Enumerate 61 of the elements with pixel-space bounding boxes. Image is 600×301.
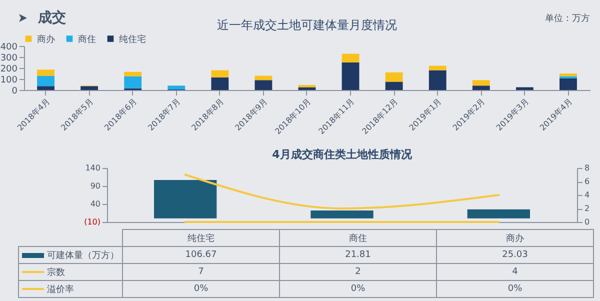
bar bbox=[467, 209, 530, 218]
bar bbox=[37, 70, 54, 76]
bar bbox=[211, 70, 229, 78]
bar bbox=[472, 86, 490, 90]
x-tick-label: 商住 bbox=[280, 230, 436, 246]
data-label: 21.81 bbox=[280, 246, 436, 264]
bar bbox=[254, 80, 272, 90]
chart-title: 4月成交商住类土地性质情况 bbox=[272, 148, 413, 161]
x-tick-label: 纯住宅 bbox=[122, 230, 280, 246]
data-label: 0% bbox=[436, 280, 594, 298]
data-label: 0% bbox=[122, 280, 280, 298]
x-tick-label: 商办 bbox=[436, 230, 594, 246]
bar bbox=[254, 76, 272, 80]
bar bbox=[385, 72, 403, 82]
bar bbox=[124, 72, 142, 76]
bar bbox=[516, 87, 534, 90]
bar bbox=[428, 66, 446, 70]
y-tick-label: 100 bbox=[0, 76, 18, 86]
bar bbox=[211, 77, 229, 90]
bar bbox=[342, 54, 360, 62]
bar bbox=[428, 70, 446, 90]
legend-label: 宗数 bbox=[18, 264, 122, 280]
bar bbox=[342, 62, 360, 90]
bar bbox=[80, 86, 98, 90]
y2-tick-label: 2 bbox=[584, 204, 590, 213]
bar bbox=[168, 86, 186, 90]
data-label: 7 bbox=[122, 264, 280, 280]
y-tick-label: 0 bbox=[12, 86, 18, 96]
y-tick-label: 200 bbox=[0, 64, 18, 74]
data-label: 4 bbox=[436, 264, 594, 280]
data-label: 106.67 bbox=[122, 246, 280, 264]
y-tick-label: 90 bbox=[90, 182, 100, 190]
y-tick-label: (10) bbox=[84, 218, 100, 226]
legend-label: 纯住宅 bbox=[119, 34, 146, 45]
y-tick-label: 300 bbox=[0, 54, 18, 64]
legend-label: 商办 bbox=[37, 34, 55, 45]
y2-tick-label: 0 bbox=[584, 218, 590, 226]
bar bbox=[154, 180, 217, 218]
text: 成交 bbox=[38, 9, 66, 27]
y-tick-label: 400 bbox=[0, 42, 18, 52]
legend-label: 商住 bbox=[78, 34, 96, 45]
legend-label: 溢价率 bbox=[18, 280, 122, 298]
bar bbox=[560, 74, 577, 76]
bar bbox=[560, 78, 577, 90]
bar bbox=[37, 86, 54, 90]
text: 单位：万方 bbox=[545, 12, 590, 25]
y2-tick-label: 4 bbox=[584, 190, 590, 200]
y2-tick-label: 6 bbox=[584, 177, 590, 186]
data-label: 0% bbox=[280, 280, 436, 298]
data-label: 2 bbox=[280, 264, 436, 280]
legend-label: 可建体量（万方） bbox=[18, 246, 122, 264]
bar bbox=[37, 76, 54, 86]
chart-title: 近一年成交土地可建体量月度情况 bbox=[217, 18, 397, 32]
bar bbox=[124, 76, 142, 88]
data-label: 25.03 bbox=[436, 246, 594, 264]
bar bbox=[385, 82, 403, 90]
bar bbox=[310, 210, 374, 218]
y2-tick-label: 8 bbox=[584, 164, 590, 172]
bar bbox=[472, 80, 490, 86]
y-tick-label: 40 bbox=[90, 200, 100, 208]
y-tick-label: 140 bbox=[85, 164, 100, 172]
